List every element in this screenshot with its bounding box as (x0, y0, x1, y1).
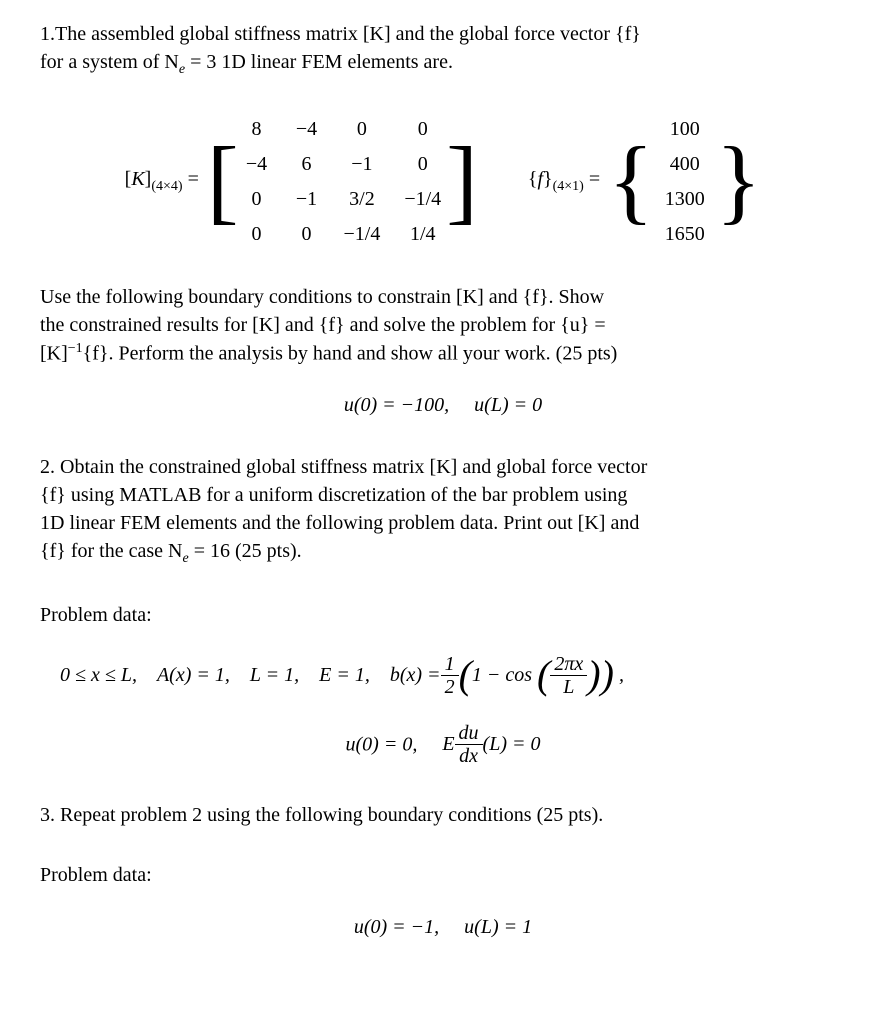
f-label: {f}(4×1) = (528, 165, 600, 197)
f-brace-open: { (528, 168, 538, 190)
k-left-bracket: [ (207, 138, 239, 224)
p2-big-paren-l-inner: ( (537, 655, 550, 695)
k-cell: 1/4 (403, 219, 442, 249)
f-cell: 400 (664, 149, 706, 179)
p2-bc2: E du dx (L) = 0 (442, 722, 540, 767)
f-brace-close: } (543, 168, 553, 190)
p2-d5-trail: , (619, 661, 624, 689)
p1-bc1: u(0) = −100, (344, 394, 449, 416)
f-cell: 1650 (664, 219, 706, 249)
p2-d2: A(x) = 1, (157, 661, 230, 689)
f-cell: 100 (664, 114, 706, 144)
f-vector-container: {f}(4×1) = { 100 400 1300 1650 } (528, 110, 762, 253)
p2-half-den: 2 (441, 676, 459, 698)
p1-intro-line2b: = 3 1D linear FEM elements are. (185, 51, 453, 73)
p2-bc2-tail: (L) = 0 (483, 730, 541, 758)
k-cell: 8 (243, 114, 271, 144)
p2-d3: L = 1, (250, 661, 299, 689)
p2-cos-num: 2πx (550, 653, 587, 676)
k-cell: 0 (293, 219, 321, 249)
p2-dudx-num: du (455, 722, 483, 745)
k-matrix-container: [K](4×4) = [ 8 −4 0 0 −4 6 −1 0 0 −1 3/2… (125, 110, 478, 253)
p2-d5b: 1 − cos (472, 661, 532, 689)
k-f-equation-block: [K](4×4) = [ 8 −4 0 0 −4 6 −1 0 0 −1 3/2… (40, 110, 846, 253)
k-cell: −1 (293, 184, 321, 214)
k-cell: 0 (243, 219, 271, 249)
k-cell: −1 (343, 149, 382, 179)
k-subscript: (4×4) (151, 179, 182, 194)
p2-l3: 1D linear FEM elements and the following… (40, 512, 639, 534)
f-cell: 1300 (664, 184, 706, 214)
p1-intro-line1: 1.The assembled global stiffness matrix … (40, 23, 641, 45)
p2-l4a: {f} for the case N (40, 540, 182, 562)
p2-big-paren-r-outer: ) (601, 655, 614, 695)
p2-cos-frac: 2πx L (550, 653, 587, 698)
p2-half-num: 1 (441, 653, 459, 676)
p2-big-paren-l-outer: ( (459, 655, 472, 695)
p2-half-frac: 1 2 (441, 653, 459, 698)
p2-big-paren-r-inner: ) (587, 655, 600, 695)
p1-bc: u(0) = −100, u(L) = 0 (40, 391, 846, 419)
p2-l4b: = 16 (25 pts). (189, 540, 302, 562)
k-cell: 0 (403, 114, 442, 144)
p2-d4: E = 1, (319, 661, 370, 689)
p2-l1: 2. Obtain the constrained global stiffne… (40, 456, 647, 478)
k-cell: 3/2 (343, 184, 382, 214)
p2-data-line: 0 ≤ x ≤ L, A(x) = 1, L = 1, E = 1, b(x) … (40, 653, 846, 698)
p3-problem-data-label: Problem data: (40, 861, 846, 889)
p2-bc: u(0) = 0, E du dx (L) = 0 (40, 722, 846, 767)
p2-problem-data-label: Problem data: (40, 601, 846, 629)
f-right-brace: } (716, 138, 762, 224)
p2-bc1: u(0) = 0, (346, 733, 418, 755)
p2-d1: 0 ≤ x ≤ L, (60, 661, 137, 689)
p1p2-l1: Use the following boundary conditions to… (40, 286, 604, 308)
k-equals: = (183, 168, 199, 190)
f-subscript: (4×1) (553, 179, 584, 194)
p2-d5a: b(x) = (390, 661, 441, 689)
problem-2-para: 2. Obtain the constrained global stiffne… (40, 453, 846, 569)
p1-intro-line2a: for a system of N (40, 51, 179, 73)
p3-bc: u(0) = −1, u(L) = 1 (40, 913, 846, 941)
k-cell: −4 (243, 149, 271, 179)
k-label: [K](4×4) = (125, 165, 199, 197)
problem-3-para: 3. Repeat problem 2 using the following … (40, 801, 846, 829)
p3-bc1: u(0) = −1, (354, 916, 439, 938)
p1p2-l2: the constrained results for [K] and {f} … (40, 314, 606, 336)
p2-cos-den: L (550, 676, 587, 698)
problem-1-intro: 1.The assembled global stiffness matrix … (40, 20, 846, 80)
k-cell: −1/4 (343, 219, 382, 249)
problem-1-para2: Use the following boundary conditions to… (40, 283, 846, 368)
p1p2-l3a: [K] (40, 342, 68, 364)
p3-text: 3. Repeat problem 2 using the following … (40, 804, 603, 826)
k-cell: 0 (243, 184, 271, 214)
k-right-bracket: ] (446, 138, 478, 224)
f-left-brace: { (608, 138, 654, 224)
p2-dudx-frac: du dx (455, 722, 483, 767)
p1p2-l3b: {f}. Perform the analysis by hand and sh… (83, 342, 618, 364)
k-matrix-cells: 8 −4 0 0 −4 6 −1 0 0 −1 3/2 −1/4 0 0 −1/… (239, 110, 447, 253)
k-cell: 6 (293, 149, 321, 179)
k-cell: 0 (403, 149, 442, 179)
p2-d5: b(x) = 1 2 ( 1 − cos ( 2πx L ) ) , (390, 653, 624, 698)
f-vector-cells: 100 400 1300 1650 (654, 110, 716, 253)
k-cell: −1/4 (403, 184, 442, 214)
p2-bc2-E: E (442, 730, 454, 758)
p1-bc2: u(L) = 0 (474, 394, 542, 416)
p1p2-sup: −1 (68, 341, 83, 356)
k-cell: 0 (343, 114, 382, 144)
k-var: K (131, 168, 144, 190)
p3-bc2: u(L) = 1 (464, 916, 532, 938)
p2-dudx-den: dx (455, 745, 483, 767)
p2-l2: {f} using MATLAB for a uniform discretiz… (40, 484, 627, 506)
k-cell: −4 (293, 114, 321, 144)
f-equals: = (584, 168, 600, 190)
